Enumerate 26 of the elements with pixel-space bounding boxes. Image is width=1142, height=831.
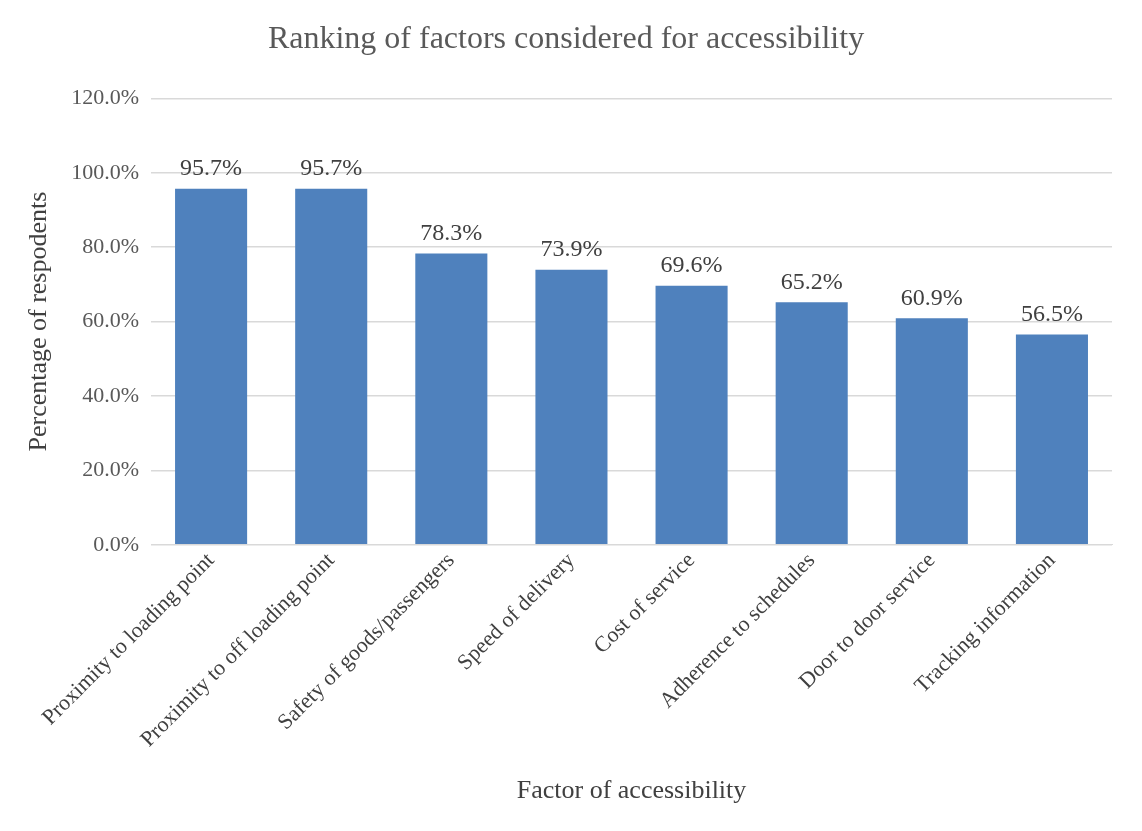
data-label: 65.2% [780,267,843,294]
data-label: 73.9% [540,235,603,262]
data-label: 78.3% [420,218,483,245]
data-label: 95.7% [180,154,243,181]
y-tick-label: 80.0% [82,232,140,258]
y-axis-title: Percentage of respodents [23,191,53,452]
y-tick-label: 0.0% [93,530,140,556]
y-tick-label: 20.0% [82,456,140,482]
bar [415,253,488,544]
chart-title: Ranking of factors considered for accessibility [267,18,865,55]
x-axis-title: Factor of accessibility [516,775,747,805]
data-label: 69.6% [660,251,723,278]
data-label: 56.5% [1020,299,1083,326]
bar [295,188,368,544]
y-tick-label: 40.0% [82,381,140,407]
data-label: 60.9% [900,283,963,310]
bar [655,285,728,544]
bar [175,188,248,544]
y-tick-label: 100.0% [71,158,140,184]
bar [895,318,968,544]
data-label: 95.7% [300,154,363,181]
bar [775,302,848,544]
y-tick-label: 60.0% [82,307,140,333]
y-tick-label: 120.0% [71,84,140,110]
bar [535,269,608,544]
bar [1015,334,1088,544]
